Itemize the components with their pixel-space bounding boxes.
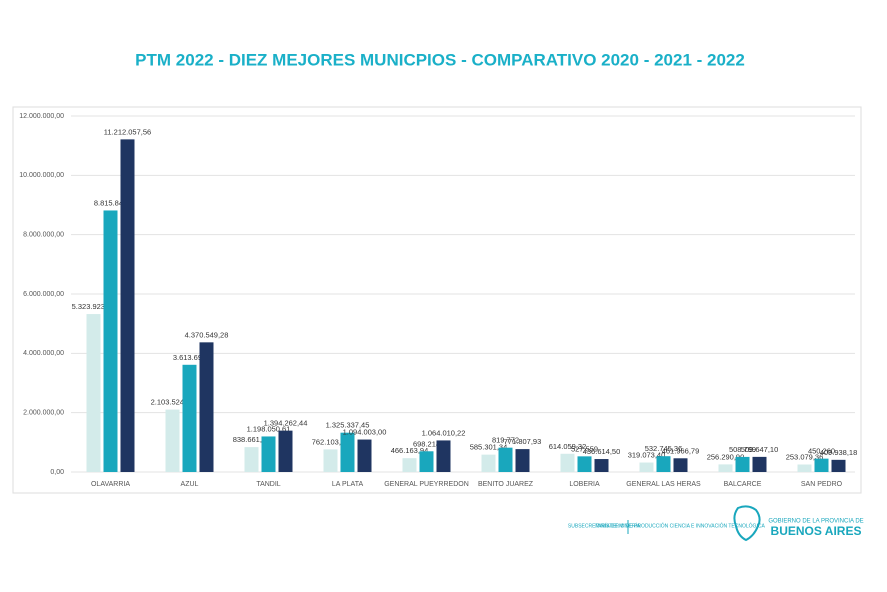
y-tick-label: 2.000.000,00 xyxy=(23,410,64,417)
value-label: 4.370.549,28 xyxy=(185,330,229,339)
value-label: 8.815.848 xyxy=(94,198,127,207)
bar xyxy=(323,449,338,472)
footer-gobierno: GOBIERNO DE LA PROVINCIA DE xyxy=(768,519,863,525)
value-label: 819.772 xyxy=(492,436,519,445)
y-tick-label: 6.000.000,00 xyxy=(23,291,64,298)
value-label: 771.807,93 xyxy=(504,437,542,446)
bar xyxy=(244,447,259,472)
value-label: 762.103,50 xyxy=(312,437,350,446)
bar xyxy=(120,139,135,473)
bar xyxy=(481,454,496,472)
bar xyxy=(814,458,829,472)
value-label: 508.799 xyxy=(729,445,756,454)
bar xyxy=(577,456,592,472)
y-tick-label: 12.000.000,00 xyxy=(19,113,64,120)
value-label: 585.301,34 xyxy=(470,443,508,452)
value-label: 698.214 xyxy=(413,439,440,448)
value-label: 256.290,90 xyxy=(707,452,745,461)
bar xyxy=(86,314,101,472)
value-label: 5.323.923,30 xyxy=(72,302,116,311)
value-label: 319.073,40 xyxy=(628,451,666,460)
footer: SUBSECRETARÍA DE MINERÍA MINISTERIO DE P… xyxy=(568,505,864,542)
x-tick-label: BALCARCE xyxy=(724,481,762,488)
value-label: 450.260 xyxy=(808,447,835,456)
bar xyxy=(498,447,513,472)
bar xyxy=(718,464,733,472)
footer-provincia: BUENOS AIRES xyxy=(771,524,862,538)
x-tick-label: BENITO JUAREZ xyxy=(478,481,534,488)
value-label: 838.661,50 xyxy=(233,435,271,444)
x-tick-label: LA PLATA xyxy=(332,481,364,488)
bar xyxy=(594,459,609,472)
chart-frame xyxy=(12,106,862,494)
value-label: 461.966,79 xyxy=(662,446,700,455)
bar xyxy=(639,462,654,472)
value-label: 11.212.057,56 xyxy=(104,127,151,136)
bar xyxy=(402,458,417,472)
x-tick-label: GENERAL LAS HERAS xyxy=(626,481,701,488)
bar xyxy=(560,453,575,472)
bar xyxy=(199,342,214,472)
value-label: 1.064.010,22 xyxy=(422,428,466,437)
x-tick-label: LOBERIA xyxy=(569,481,600,488)
bar xyxy=(419,451,434,472)
bar xyxy=(340,432,355,472)
bar xyxy=(735,456,750,472)
bar xyxy=(673,458,688,472)
y-tick-label: 10.000.000,00 xyxy=(19,172,64,179)
bar xyxy=(261,436,276,472)
y-tick-label: 8.000.000,00 xyxy=(23,232,64,239)
value-label: 253.079,36 xyxy=(786,452,824,461)
value-label: 527.559 xyxy=(571,444,598,453)
value-label: 532.745,36 xyxy=(645,444,683,453)
bar xyxy=(515,449,530,472)
bar xyxy=(831,459,846,472)
value-label: 1.094.003,00 xyxy=(343,428,387,437)
bar xyxy=(797,464,812,472)
footer-ministerio: MINISTERIO DE PRODUCCIÓN CIENCIA E INNOV… xyxy=(595,522,765,529)
x-tick-label: GENERAL PUEYRREDON xyxy=(384,481,469,488)
x-tick-label: AZUL xyxy=(181,481,199,488)
chart-title: PTM 2022 - DIEZ MEJORES MUNICPIOS - COMP… xyxy=(135,50,745,69)
value-label: 614.059,32 xyxy=(549,442,587,451)
bar xyxy=(165,409,180,472)
value-label: 509.647,10 xyxy=(741,445,779,454)
bar xyxy=(278,430,293,472)
value-label: 436.614,50 xyxy=(583,447,621,456)
value-label: 2.103.524,30 xyxy=(151,398,195,407)
province-logo xyxy=(733,505,761,542)
bar xyxy=(103,210,118,472)
bar xyxy=(436,440,451,472)
value-label: 1.198.050,61 xyxy=(247,424,291,433)
footer-mineria: SUBSECRETARÍA DE MINERÍA xyxy=(568,522,641,529)
value-label: 3.613.690 xyxy=(173,353,206,362)
value-label: 1.394.262,44 xyxy=(264,419,308,428)
x-tick-label: TANDIL xyxy=(256,481,280,488)
x-tick-label: OLAVARRIA xyxy=(91,481,130,488)
bar xyxy=(182,364,197,472)
value-label: 466.163,94 xyxy=(391,446,429,455)
bar xyxy=(656,456,671,472)
y-tick-label: 0,00 xyxy=(50,469,64,476)
bar xyxy=(357,439,372,472)
bar xyxy=(752,456,767,472)
y-tick-label: 4.000.000,00 xyxy=(23,350,64,357)
value-label: 409.938,18 xyxy=(820,448,858,457)
x-tick-label: SAN PEDRO xyxy=(801,481,843,488)
value-label: 1.325.337,45 xyxy=(326,421,370,430)
